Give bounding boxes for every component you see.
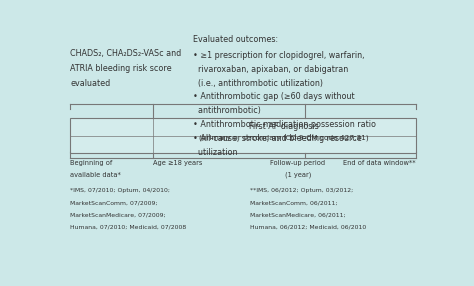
Text: (1 year): (1 year) [285,172,311,178]
Text: Evaluated outcomes:: Evaluated outcomes: [193,35,278,44]
Text: First AF diagnosis: First AF diagnosis [249,122,319,131]
Text: evaluated: evaluated [70,80,110,88]
Text: Age ≥18 years: Age ≥18 years [153,160,202,166]
Text: • ≥1 prescription for clopidogrel, warfarin,: • ≥1 prescription for clopidogrel, warfa… [193,51,365,60]
Text: • Antithrombotic gap (≥60 days without: • Antithrombotic gap (≥60 days without [193,92,355,102]
Text: (primary or secondary ICD-9-CM code 427.31): (primary or secondary ICD-9-CM code 427.… [200,134,369,141]
Text: MarketScanMedicare, 07/2009;: MarketScanMedicare, 07/2009; [70,213,166,218]
Text: End of data window**: End of data window** [343,160,416,166]
Text: **IMS, 06/2012; Optum, 03/2012;: **IMS, 06/2012; Optum, 03/2012; [250,188,354,193]
Text: *IMS, 07/2010; Optum, 04/2010;: *IMS, 07/2010; Optum, 04/2010; [70,188,170,193]
Text: MarketScanComm, 07/2009;: MarketScanComm, 07/2009; [70,200,158,206]
Text: • Antithrombotic medication possession ratio: • Antithrombotic medication possession r… [193,120,376,129]
Bar [70,118,416,153]
Text: MarketScanMedicare, 06/2011;: MarketScanMedicare, 06/2011; [250,213,346,218]
Text: antithrombotic): antithrombotic) [193,106,261,115]
Text: Beginning of: Beginning of [70,160,112,166]
Text: • All-cause, stroke, and bleeding resource: • All-cause, stroke, and bleeding resour… [193,134,362,143]
Text: MarketScanComm, 06/2011;: MarketScanComm, 06/2011; [250,200,338,206]
Text: ATRIA bleeding risk score: ATRIA bleeding risk score [70,64,172,73]
Text: CHADS₂, CHA₂DS₂-VASc and: CHADS₂, CHA₂DS₂-VASc and [70,49,182,58]
Text: (i.e., antithrombotic utilization): (i.e., antithrombotic utilization) [193,79,323,88]
Text: available data*: available data* [70,172,121,178]
Text: Humana, 06/2012; Medicaid, 06/2010: Humana, 06/2012; Medicaid, 06/2010 [250,225,366,230]
Text: Follow-up period: Follow-up period [271,160,326,166]
Text: utilization: utilization [193,148,238,157]
Text: rivaroxaban, apixaban, or dabigatran: rivaroxaban, apixaban, or dabigatran [193,65,348,74]
Text: Humana, 07/2010; Medicaid, 07/2008: Humana, 07/2010; Medicaid, 07/2008 [70,225,187,230]
